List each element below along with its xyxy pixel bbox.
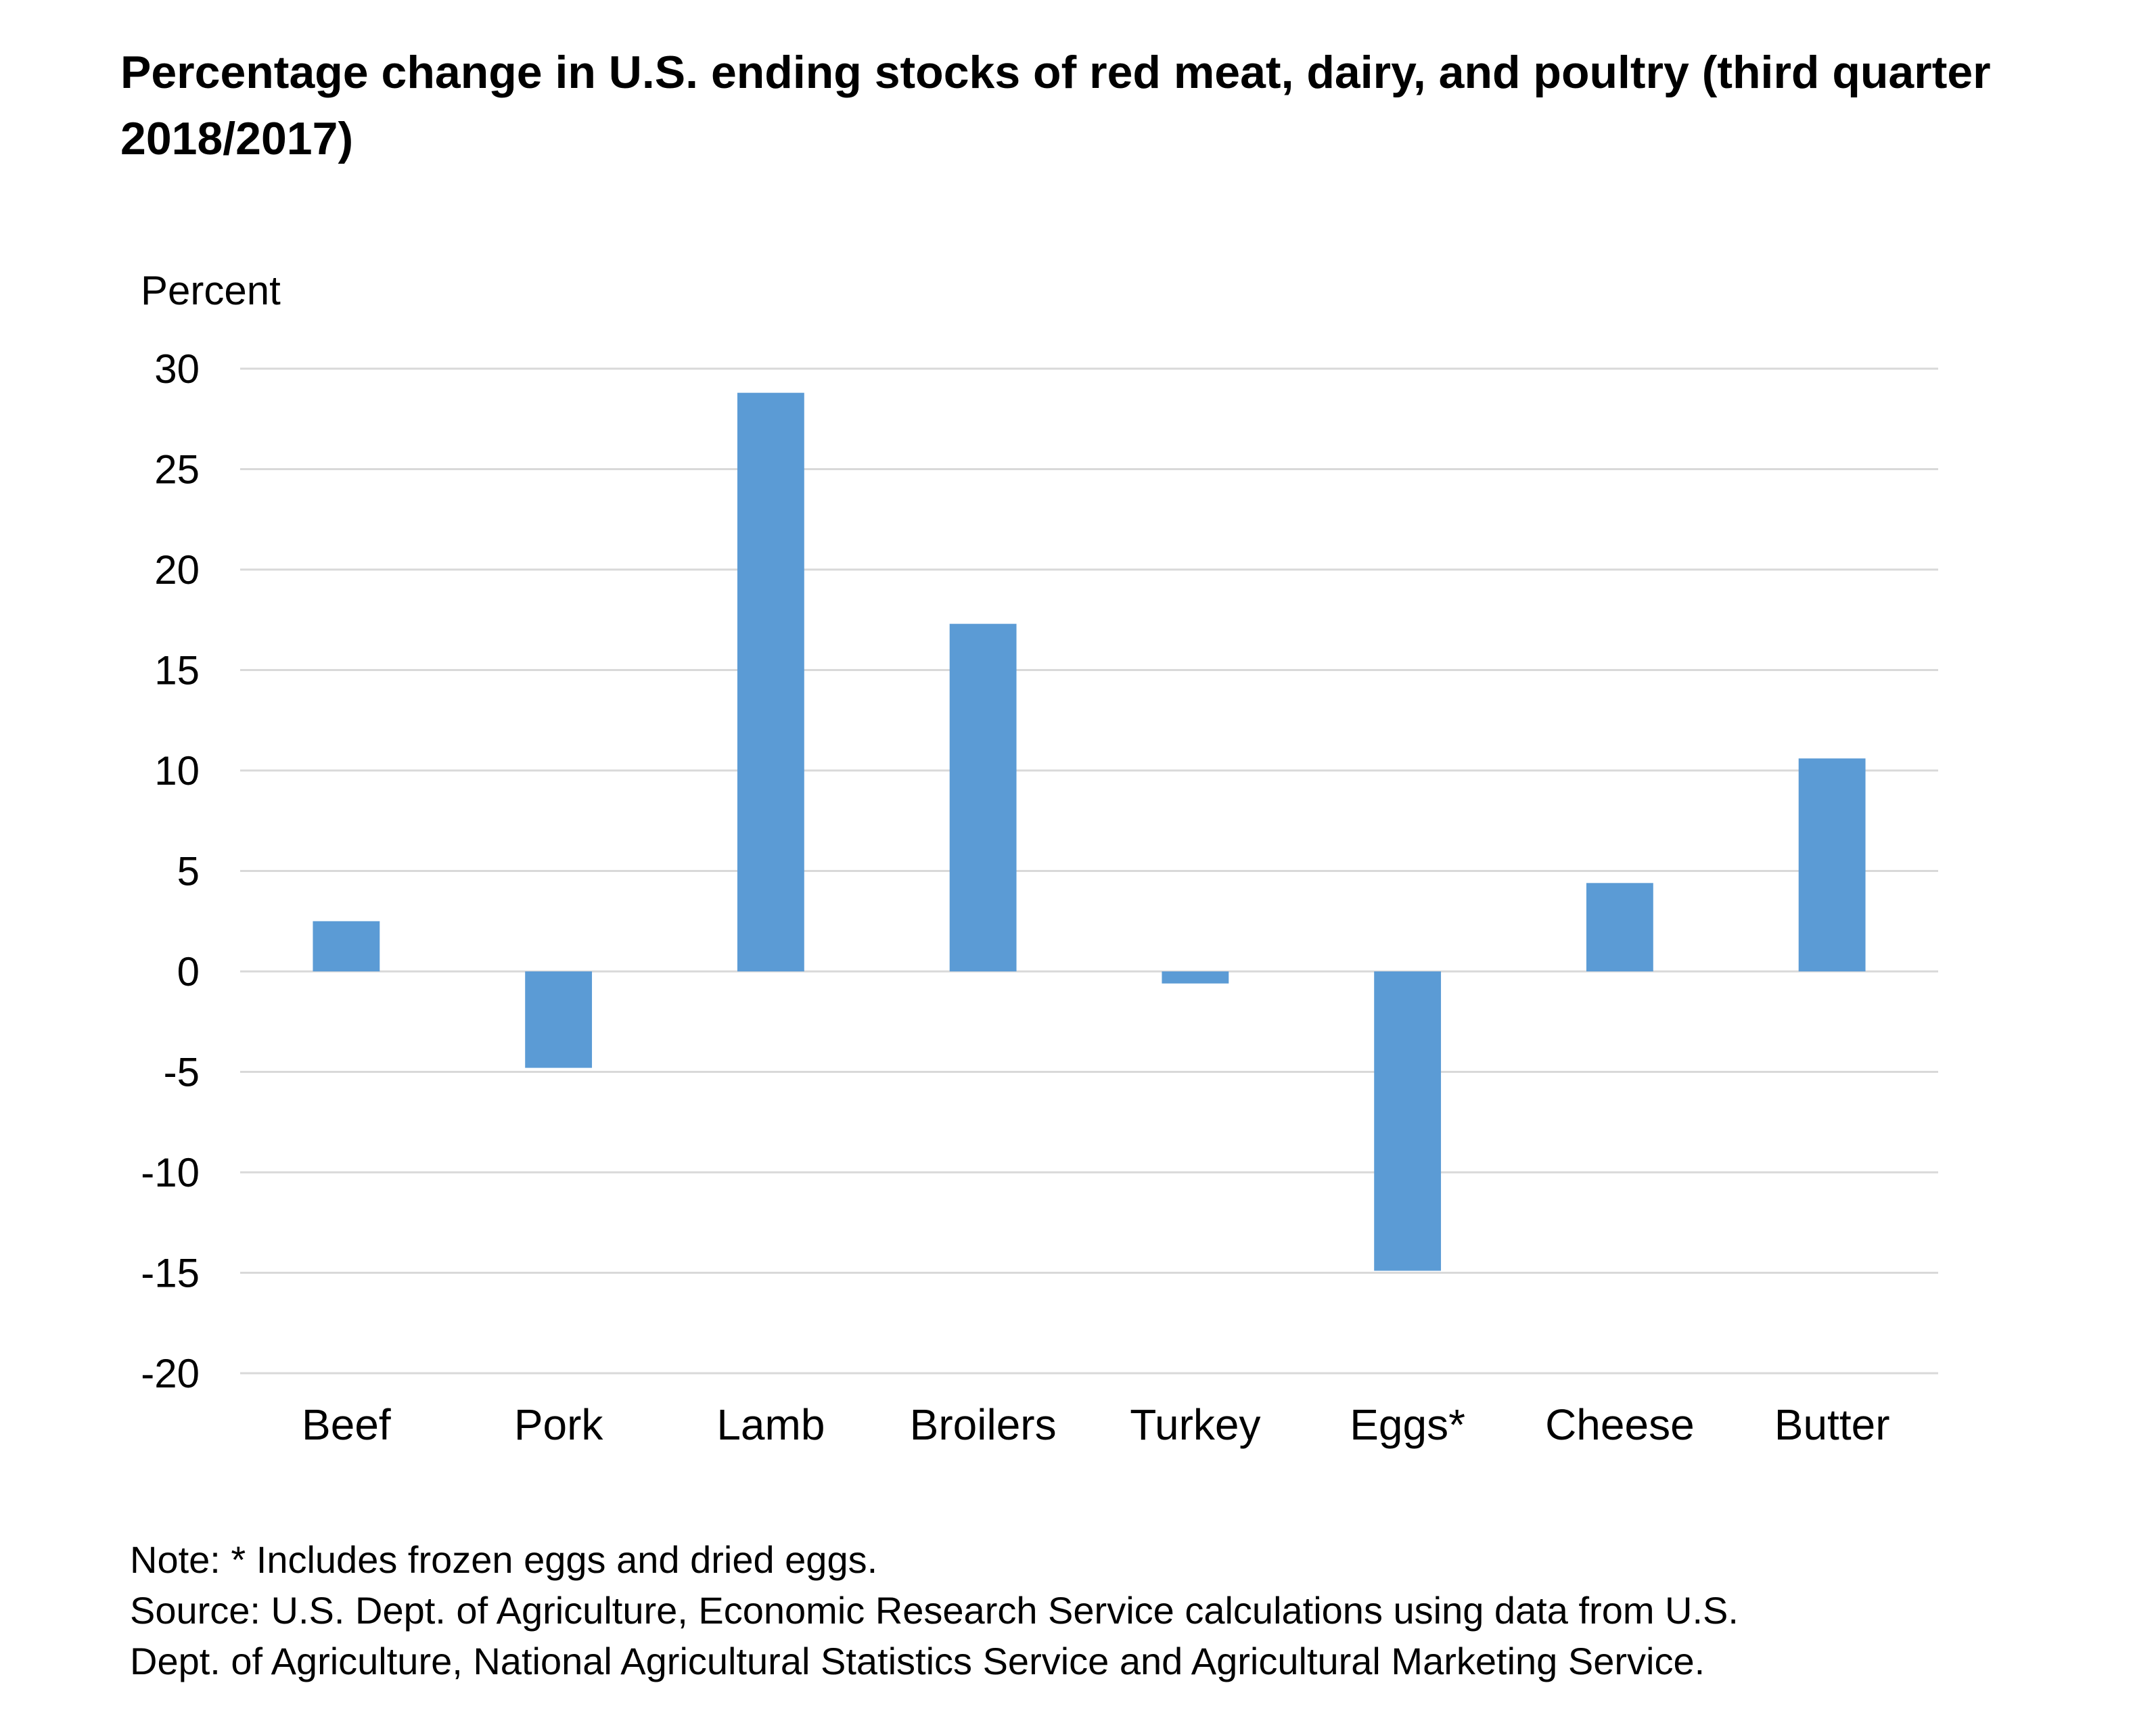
y-tick-label: 10: [154, 748, 200, 794]
y-tick-label: 20: [154, 547, 200, 593]
bar-lamb: [737, 392, 804, 971]
y-tick-label: 5: [177, 849, 200, 894]
gridlines: [240, 367, 1938, 1375]
x-tick-label: Beef: [302, 1400, 391, 1449]
bar-butter: [1798, 758, 1866, 971]
y-tick-label: 30: [154, 346, 200, 392]
bars: [313, 392, 1866, 1271]
x-tick-label: Broilers: [910, 1400, 1057, 1449]
x-tick-label: Lamb: [716, 1400, 825, 1449]
source-line-1: Source: U.S. Dept. of Agriculture, Econo…: [130, 1589, 1739, 1632]
x-tick-labels: Beef Pork Lamb Broilers Turkey Eggs* Cheese But…: [302, 1400, 1889, 1449]
y-tick-label: -20: [141, 1351, 200, 1396]
bar-turkey: [1162, 971, 1229, 984]
y-tick-label: -5: [164, 1050, 200, 1095]
y-tick-label: -10: [141, 1150, 200, 1195]
y-tick-label: 15: [154, 648, 200, 693]
x-tick-label: Pork: [514, 1400, 604, 1449]
bar-eggs: [1374, 971, 1442, 1271]
bar-broilers: [949, 624, 1017, 971]
x-tick-label: Turkey: [1130, 1400, 1260, 1449]
y-axis-label: Percent: [141, 268, 281, 313]
chart-notes: Note: * Includes frozen eggs and dried e…: [130, 1534, 2092, 1686]
chart-title: Percentage change in U.S. ending stocks …: [120, 47, 1991, 164]
bar-cheese: [1586, 883, 1653, 971]
x-tick-label: Butter: [1774, 1400, 1890, 1449]
source-line-2: Dept. of Agriculture, National Agricultu…: [130, 1640, 1705, 1682]
y-tick-labels: 30 25 20 15 10 5 0 -5 -10 -15 -20: [141, 346, 200, 1396]
bar-beef: [313, 921, 380, 971]
y-tick-label: -15: [141, 1251, 200, 1296]
bar-pork: [525, 971, 593, 1068]
x-tick-label: Eggs*: [1350, 1400, 1465, 1449]
y-tick-label: 25: [154, 447, 200, 492]
y-tick-label: 0: [177, 949, 200, 994]
note-text: Note: * Includes frozen eggs and dried e…: [130, 1538, 878, 1581]
x-tick-label: Cheese: [1545, 1400, 1695, 1449]
